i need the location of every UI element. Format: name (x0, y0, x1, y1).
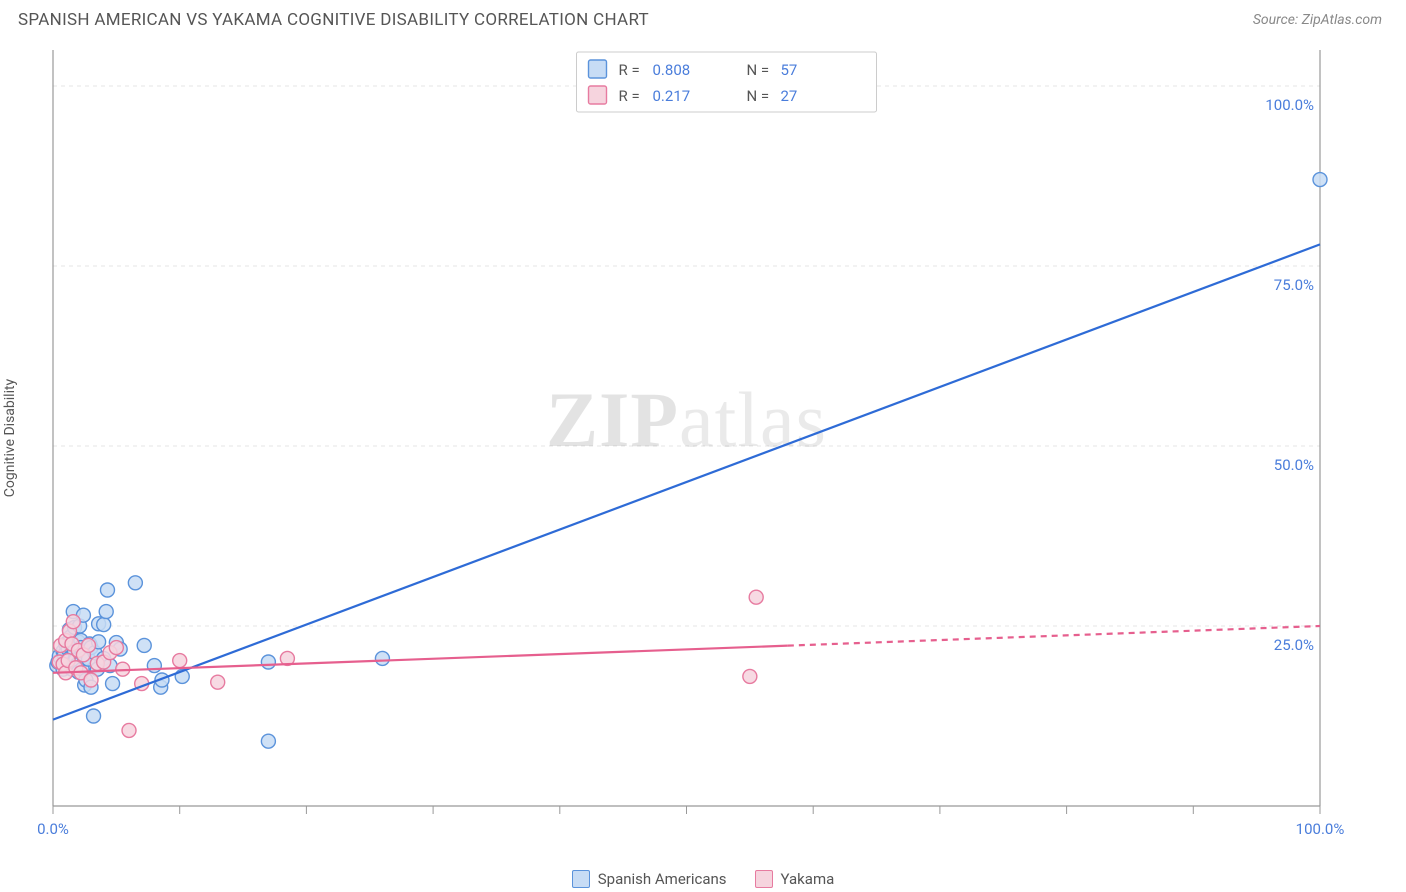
svg-text:0.808: 0.808 (653, 61, 691, 79)
svg-text:0.217: 0.217 (653, 87, 691, 105)
chart-header: SPANISH AMERICAN VS YAKAMA COGNITIVE DIS… (0, 0, 1406, 38)
chart-area: Cognitive Disability 25.0%50.0%75.0%100.… (18, 38, 1388, 838)
svg-text:N =: N = (747, 61, 770, 79)
svg-text:R =: R = (619, 61, 640, 79)
legend-item-spanish: Spanish Americans (572, 870, 727, 888)
svg-text:25.0%: 25.0% (1274, 636, 1314, 654)
svg-text:50.0%: 50.0% (1274, 456, 1314, 474)
scatter-chart: 25.0% 50.0% 75.0% 100.0% ZIPatlas 0.0% 100.0% R… (18, 38, 1358, 838)
chart-title: SPANISH AMERICAN VS YAKAMA COGNITIVE DIS… (18, 10, 649, 30)
legend-item-yakama: Yakama (755, 870, 835, 888)
svg-text:75.0%: 75.0% (1274, 276, 1314, 294)
svg-text:N =: N = (747, 87, 770, 105)
svg-text:57: 57 (781, 61, 798, 79)
svg-text:100.0%: 100.0% (1265, 96, 1314, 114)
legend-swatch-yakama (755, 870, 773, 888)
legend-swatch-spanish (572, 870, 590, 888)
svg-text:ZIPatlas: ZIPatlas (546, 376, 827, 463)
svg-text:100.0%: 100.0% (1296, 820, 1345, 838)
svg-text:R =: R = (619, 87, 640, 105)
svg-text:0.0%: 0.0% (37, 820, 69, 838)
legend-label-spanish: Spanish Americans (598, 870, 727, 888)
y-axis-label: Cognitive Disability (2, 379, 18, 497)
chart-source: Source: ZipAtlas.com (1253, 12, 1382, 28)
series-legend: Spanish Americans Yakama (0, 870, 1406, 888)
legend-label-yakama: Yakama (781, 870, 835, 888)
svg-text:27: 27 (781, 87, 798, 105)
